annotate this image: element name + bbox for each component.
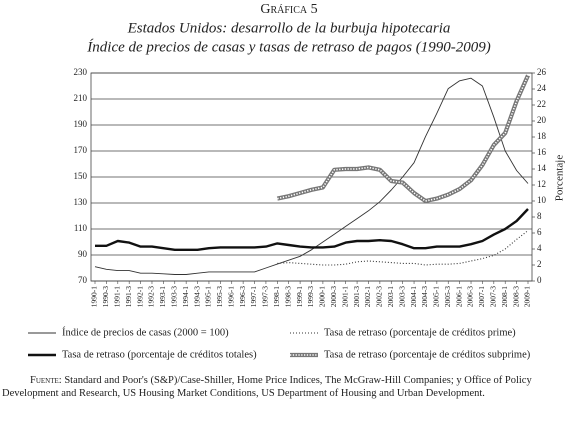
series-line: [277, 230, 529, 266]
x-tick-label: 1998-3: [283, 286, 292, 307]
x-tick-label: 1994-3: [192, 286, 201, 307]
source-label: Fuente:: [30, 375, 62, 386]
y2-tick-label: 20: [537, 115, 547, 125]
source-note: Fuente: Standard and Poor's (S&P)/Case-S…: [2, 375, 532, 400]
source-text: Standard and Poor's (S&P)/Case-Shiller, …: [2, 375, 532, 400]
y-tick-label: 70: [78, 275, 88, 285]
x-tick-label: 1997-3: [261, 286, 270, 307]
x-tick-label: 2003-1: [386, 286, 395, 307]
y-tick-label: 130: [74, 197, 88, 207]
y-tick-label: 170: [74, 145, 88, 155]
x-tick-label: 1998-1: [272, 286, 281, 307]
x-tick-label: 1997-1: [249, 286, 258, 307]
x-tick-label: 1991-1: [113, 286, 122, 307]
y2-tick-label: 8: [537, 211, 542, 221]
x-tick-label: 1990-3: [101, 286, 110, 307]
x-tick-label: 2007-3: [489, 286, 498, 307]
x-tick-label: 1996-1: [226, 286, 235, 307]
y2-tick-label: 12: [537, 179, 546, 189]
series-line: [276, 74, 530, 204]
y2-tick-label: 22: [537, 99, 546, 109]
y2-tick-label: 18: [537, 131, 547, 141]
x-tick-label: 2005-1: [432, 286, 441, 307]
x-tick-label: 2001-1: [340, 286, 349, 307]
y2-tick-label: 10: [537, 195, 547, 205]
series-line: [95, 208, 529, 251]
y-tick-label: 90: [78, 249, 88, 259]
x-tick-label: 2008-3: [511, 286, 520, 307]
chart-title: Estados Unidos: desarrollo de la burbuja…: [127, 20, 451, 36]
x-tick-label: 2006-3: [466, 286, 475, 307]
x-tick-label: 1999-1: [295, 286, 304, 307]
y2-tick-label: 2: [537, 259, 542, 269]
x-tick-label: 1991-3: [124, 286, 133, 307]
series-line: [94, 77, 529, 275]
x-tick-label: 2002-3: [375, 286, 384, 307]
y-tick-label: 150: [74, 171, 88, 181]
legend-label: Tasa de retraso (porcentaje de créditos …: [62, 349, 257, 360]
y-tick-label: 190: [74, 119, 88, 129]
chart-heading: Gráfica 5: [260, 2, 317, 17]
x-tick-label: 2000-3: [329, 286, 338, 307]
x-tick-label: 1995-1: [204, 286, 213, 307]
x-tick-label: 2005-3: [443, 286, 452, 307]
x-tick-label: 1995-3: [215, 286, 224, 307]
x-tick-label: 2007-1: [477, 286, 486, 307]
x-tick-label: 2000-1: [318, 286, 327, 307]
x-tick-label: 2002-1: [363, 286, 372, 307]
x-tick-label: 2008-1: [500, 286, 509, 307]
x-tick-label: 1999-3: [306, 286, 315, 307]
x-tick-label: 2003-3: [397, 286, 406, 307]
x-tick-label: 1993-3: [169, 286, 178, 307]
chart-subtitle: Índice de precios de casas y tasas de re…: [86, 38, 490, 55]
y2-tick-label: 26: [537, 67, 547, 77]
x-tick-label: 1993-1: [158, 286, 167, 307]
x-tick-label: 2004-3: [420, 286, 429, 307]
x-tick-label: 2004-1: [409, 286, 418, 307]
x-tick-label: 1992-3: [147, 286, 156, 307]
y-tick-label: 230: [74, 67, 88, 77]
y2-tick-label: 24: [537, 83, 547, 93]
x-tick-label: 1990-1: [90, 286, 99, 307]
y-tick-label: 110: [74, 223, 88, 233]
y2-tick-label: 0: [537, 275, 542, 285]
y2-tick-label: 16: [537, 147, 547, 157]
x-tick-label: 1992-1: [135, 286, 144, 307]
x-tick-label: 2009-1: [523, 286, 532, 307]
x-tick-label: 1994-1: [181, 286, 190, 307]
legend-label: Tasa de retraso (porcentaje de créditos …: [324, 327, 516, 338]
y2-axis-label: Porcentaje: [554, 155, 566, 202]
legend-label: Tasa de retraso (porcentaje de créditos …: [324, 349, 531, 360]
y2-tick-label: 14: [537, 163, 547, 173]
x-tick-label: 1996-3: [238, 286, 247, 307]
y2-tick-label: 6: [537, 227, 542, 237]
y2-tick-label: 4: [537, 243, 542, 253]
legend-label: Índice de precios de casas (2000 = 100): [62, 326, 229, 338]
x-tick-label: 2006-1: [454, 286, 463, 307]
series-line-pattern: [277, 75, 529, 202]
y-tick-label: 210: [74, 93, 88, 103]
x-tick-label: 2001-3: [352, 286, 361, 307]
